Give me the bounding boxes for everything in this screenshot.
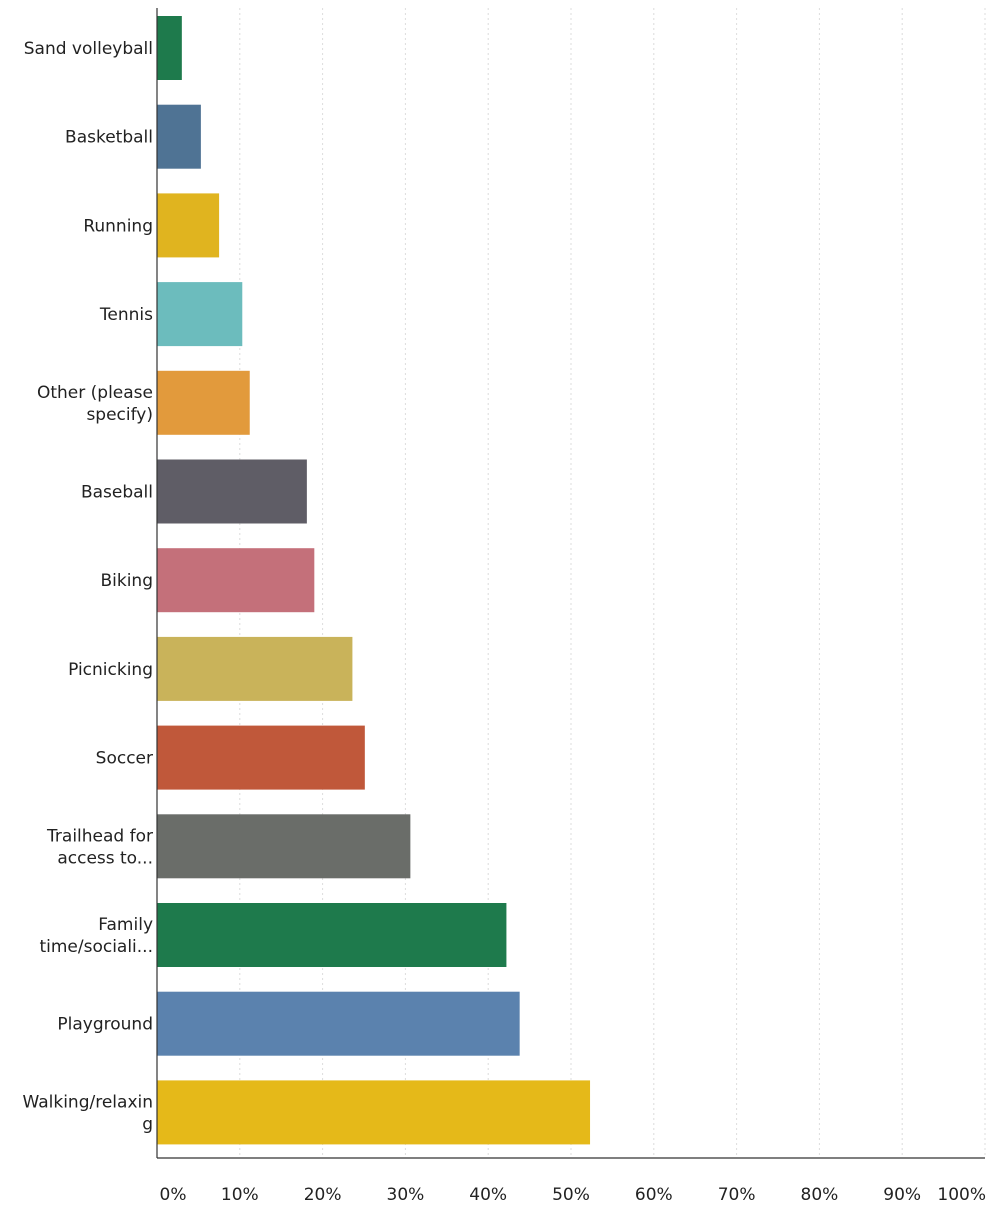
bar	[157, 636, 353, 701]
x-tick-label: 60%	[635, 1185, 673, 1205]
category-label: Walking/relaxin	[23, 1092, 154, 1112]
bar	[157, 725, 365, 790]
x-tick-label: 70%	[718, 1185, 756, 1205]
category-label: Playground	[57, 1015, 153, 1035]
category-label: Sand volleyball	[24, 39, 153, 59]
bar	[157, 1080, 591, 1145]
axes	[156, 8, 985, 1159]
category-label: access to...	[57, 848, 153, 868]
category-label: Family	[98, 915, 153, 935]
x-tick-label: 50%	[552, 1185, 590, 1205]
category-label: Soccer	[96, 749, 153, 769]
category-label: Other (please	[37, 383, 153, 403]
bars	[157, 16, 591, 1145]
x-tick-label: 90%	[883, 1185, 921, 1205]
category-labels: Sand volleyball Basketball Running Tennis Ot…	[23, 39, 154, 1134]
category-label: Baseball	[81, 483, 153, 503]
bar	[157, 370, 250, 435]
x-tick-label: 40%	[469, 1185, 507, 1205]
bar	[157, 16, 182, 80]
category-label: specify)	[86, 405, 153, 425]
x-tick-label: 30%	[387, 1185, 425, 1205]
bar	[157, 193, 220, 258]
x-tick-label: 10%	[221, 1185, 259, 1205]
category-label: Picnicking	[68, 660, 153, 680]
bar	[157, 104, 201, 169]
x-tick-label: 100%	[937, 1185, 986, 1205]
bar	[157, 459, 307, 524]
bar	[157, 548, 315, 613]
bar	[157, 282, 243, 347]
category-label: Biking	[100, 571, 153, 591]
x-tick-labels: 0% 10% 20% 30% 40% 50% 60% 70% 80% 90% 100%	[160, 1185, 986, 1205]
category-label: Trailhead for	[46, 826, 153, 846]
category-label: Running	[83, 216, 153, 236]
bar	[157, 814, 411, 879]
x-tick-label: 20%	[304, 1185, 342, 1205]
x-tick-label: 0%	[160, 1185, 187, 1205]
gridlines	[239, 8, 986, 1158]
bar	[157, 991, 520, 1056]
category-label: Basketball	[65, 128, 153, 148]
x-tick-label: 80%	[801, 1185, 839, 1205]
category-label: g	[142, 1114, 153, 1134]
bar	[157, 903, 507, 967]
category-label: time/sociali...	[39, 937, 153, 957]
category-label: Tennis	[99, 305, 153, 325]
